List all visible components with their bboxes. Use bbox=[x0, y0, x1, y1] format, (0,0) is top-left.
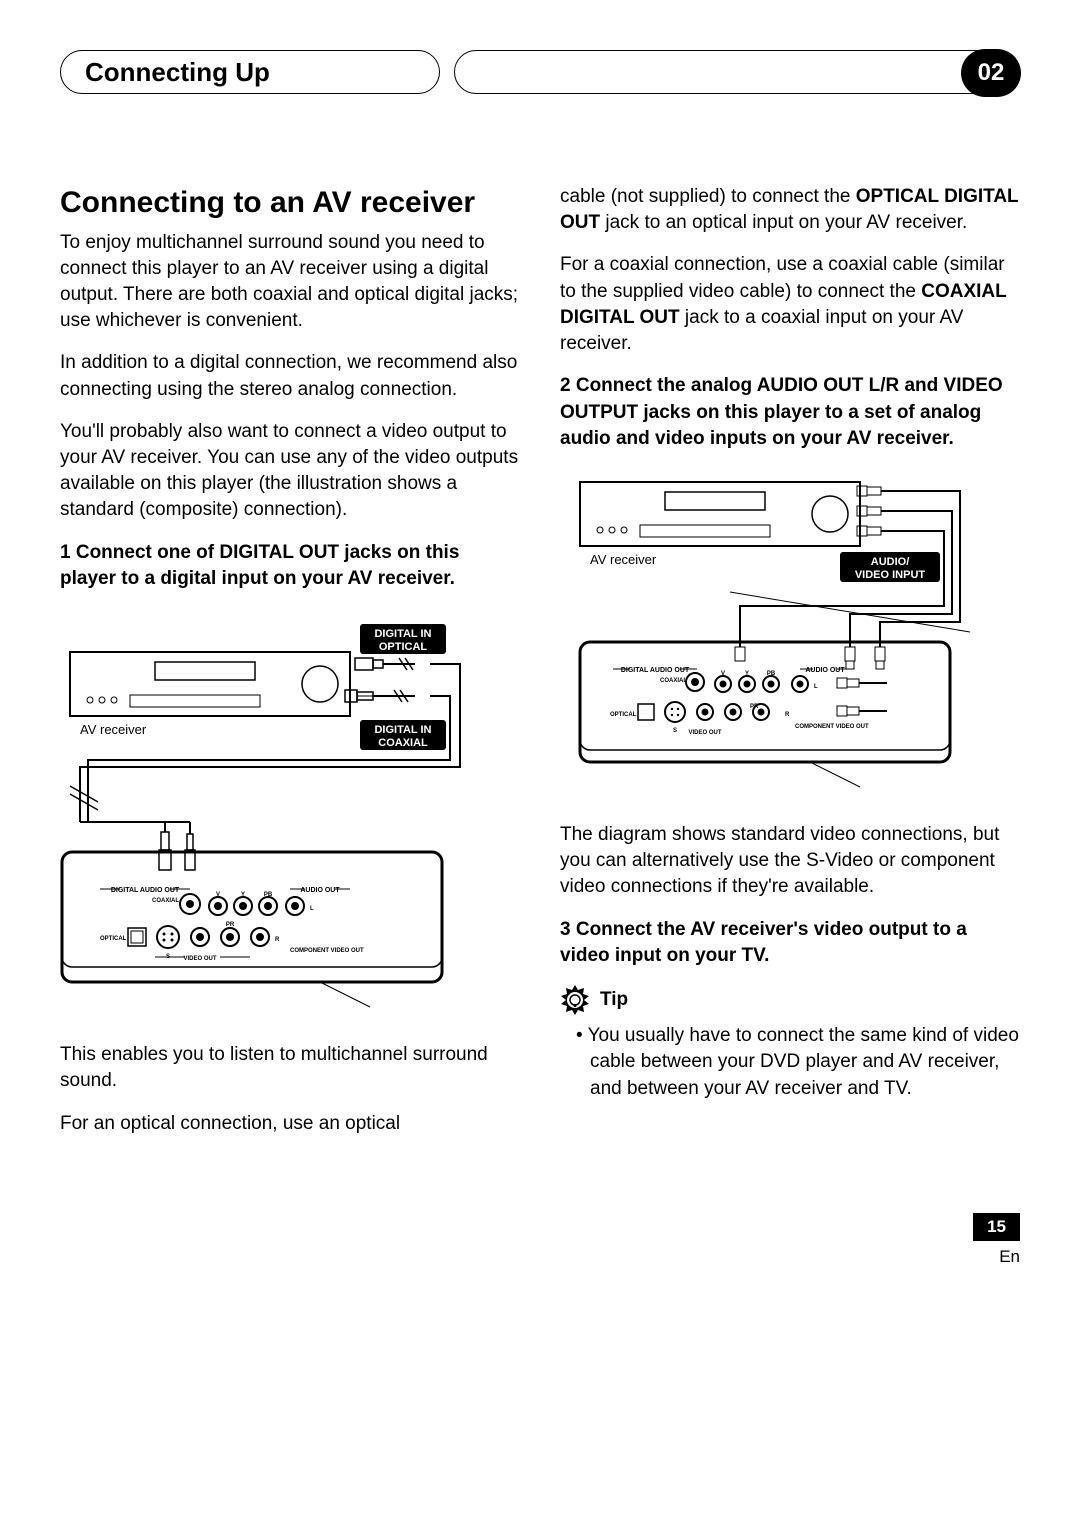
svg-text:L: L bbox=[814, 684, 818, 690]
tip-list: You usually have to connect the same kin… bbox=[560, 1023, 1020, 1102]
svg-text:R: R bbox=[275, 937, 280, 943]
tip-header: Tip bbox=[560, 985, 1020, 1015]
tip-item: You usually have to connect the same kin… bbox=[590, 1023, 1020, 1102]
intro-para-1: To enjoy multichannel surround sound you… bbox=[60, 230, 520, 335]
svg-text:L: L bbox=[310, 906, 314, 912]
section-pill: Connecting Up bbox=[60, 50, 440, 94]
para-multichannel: This enables you to listen to multichann… bbox=[60, 1042, 520, 1094]
intro-para-2: In addition to a digital connection, we … bbox=[60, 350, 520, 402]
svg-text:DIGITAL IN: DIGITAL IN bbox=[374, 724, 431, 736]
svg-text:COAXIAL: COAXIAL bbox=[152, 898, 179, 904]
para-optical-end: cable (not supplied) to connect the OPTI… bbox=[560, 184, 1020, 236]
svg-text:VIDEO OUT: VIDEO OUT bbox=[183, 956, 216, 962]
svg-text:COMPONENT VIDEO OUT: COMPONENT VIDEO OUT bbox=[290, 948, 364, 954]
left-column: Connecting to an AV receiver To enjoy mu… bbox=[60, 184, 520, 1153]
svg-text:OPTICAL: OPTICAL bbox=[100, 936, 127, 942]
svg-text:AUDIO OUT: AUDIO OUT bbox=[300, 887, 340, 894]
svg-text:PR: PR bbox=[226, 922, 235, 928]
svg-text:R: R bbox=[785, 712, 790, 718]
av-receiver-label: AV receiver bbox=[80, 722, 147, 737]
tip-icon bbox=[560, 985, 590, 1015]
svg-text:AV receiver: AV receiver bbox=[590, 552, 657, 567]
diagram-analog-connection: AV receiver AUDIO/ VIDEO INPUT bbox=[560, 472, 1020, 792]
svg-text:OPTICAL: OPTICAL bbox=[610, 712, 637, 718]
svg-text:AUDIO/: AUDIO/ bbox=[871, 556, 910, 568]
svg-text:DIGITAL IN: DIGITAL IN bbox=[374, 628, 431, 640]
intro-para-3: You'll probably also want to connect a v… bbox=[60, 419, 520, 524]
para-alt-video: The diagram shows standard video connect… bbox=[560, 822, 1020, 901]
tip-label: Tip bbox=[600, 989, 628, 1011]
step-2: 2 Connect the analog AUDIO OUT L/R and V… bbox=[560, 373, 1020, 452]
section-title: Connecting Up bbox=[85, 57, 270, 88]
para-optical-start: For an optical connection, use an optica… bbox=[60, 1111, 520, 1137]
svg-text:DIGITAL AUDIO OUT: DIGITAL AUDIO OUT bbox=[111, 887, 180, 894]
page-language: En bbox=[999, 1247, 1020, 1267]
svg-text:COMPONENT VIDEO OUT: COMPONENT VIDEO OUT bbox=[795, 724, 869, 730]
svg-text:AUDIO OUT: AUDIO OUT bbox=[805, 667, 845, 674]
svg-text:DIGITAL AUDIO OUT: DIGITAL AUDIO OUT bbox=[621, 667, 690, 674]
svg-text:COAXIAL: COAXIAL bbox=[378, 737, 428, 749]
para-coaxial: For a coaxial connection, use a coaxial … bbox=[560, 252, 1020, 357]
page-header: Connecting Up 02 bbox=[60, 50, 1020, 94]
step-3: 3 Connect the AV receiver's video output… bbox=[560, 917, 1020, 969]
page-number: 15 bbox=[973, 1213, 1020, 1241]
main-heading: Connecting to an AV receiver bbox=[60, 184, 520, 222]
svg-text:COAXIAL: COAXIAL bbox=[660, 678, 687, 684]
diagram-digital-connection: AV receiver DIGITAL IN OPTICAL DIGITAL I… bbox=[60, 612, 520, 1012]
step-1: 1 Connect one of DIGITAL OUT jacks on th… bbox=[60, 540, 520, 592]
svg-text:S: S bbox=[673, 728, 677, 734]
page-footer: 15 En bbox=[60, 1213, 1020, 1267]
chapter-number: 02 bbox=[961, 49, 1021, 97]
svg-text:OPTICAL: OPTICAL bbox=[379, 641, 428, 653]
content-columns: Connecting to an AV receiver To enjoy mu… bbox=[60, 184, 1020, 1153]
right-column: cable (not supplied) to connect the OPTI… bbox=[560, 184, 1020, 1153]
svg-text:VIDEO INPUT: VIDEO INPUT bbox=[855, 569, 926, 581]
svg-text:VIDEO OUT: VIDEO OUT bbox=[688, 730, 721, 736]
chapter-pill: 02 bbox=[454, 50, 1020, 94]
